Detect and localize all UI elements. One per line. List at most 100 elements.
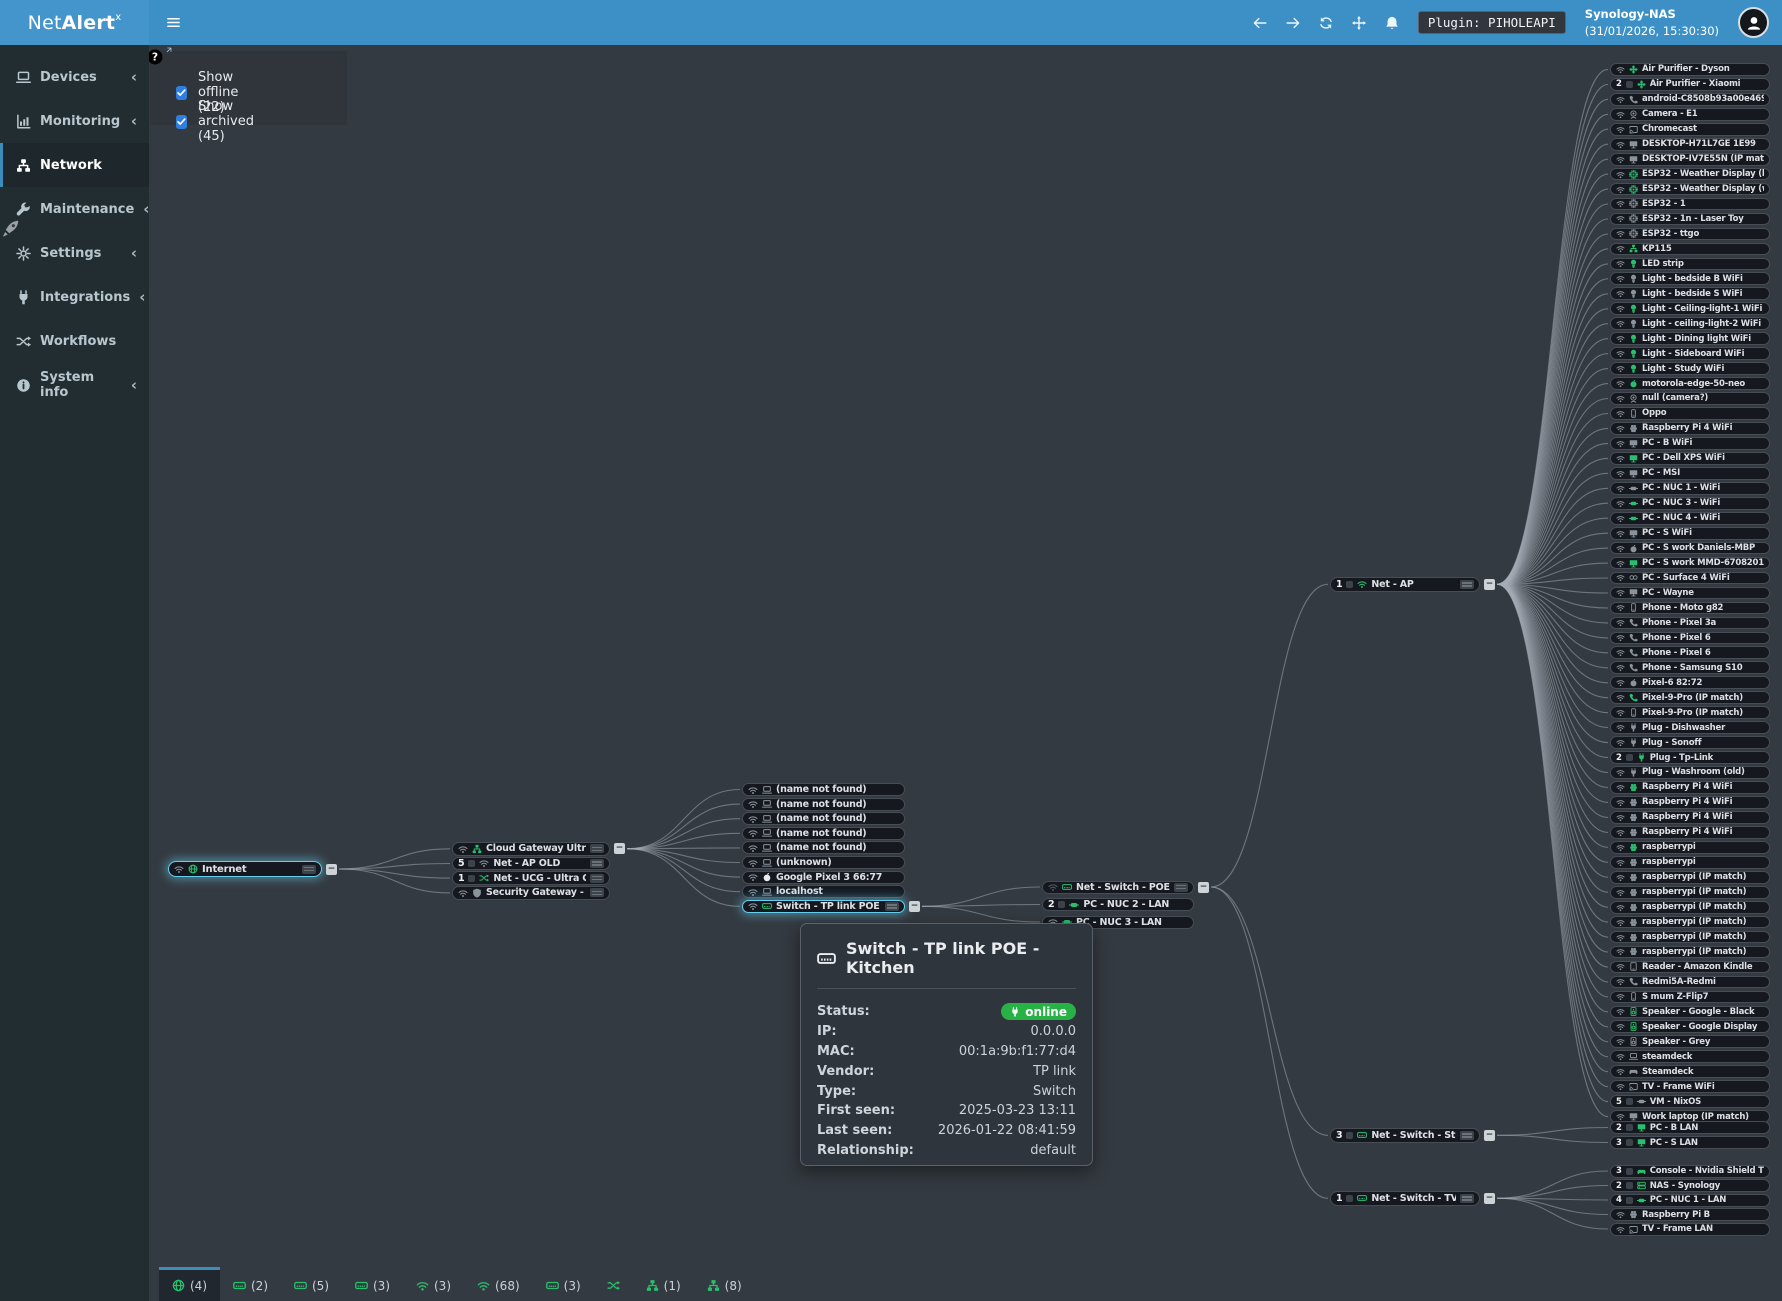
- graph-node[interactable]: (name not found): [742, 812, 905, 826]
- graph-node[interactable]: raspberrypi (IP match): [1610, 900, 1770, 914]
- sidebar-item-integrations[interactable]: Integrations ‹: [0, 275, 149, 319]
- arrow-right-button[interactable]: [1286, 16, 1300, 30]
- graph-node[interactable]: Phone - Pixel 3a: [1610, 616, 1770, 630]
- graph-node[interactable]: (name not found): [742, 841, 905, 855]
- sidebar-item-maintenance[interactable]: Maintenance ‹: [0, 187, 149, 231]
- sidebar-toggle-button[interactable]: [166, 15, 181, 30]
- graph-node[interactable]: Light - Sideboard WiFi: [1610, 347, 1770, 360]
- graph-node[interactable]: Phone - Samsung S10: [1610, 661, 1770, 675]
- graph-node[interactable]: 4 PC - NUC 1 - LAN: [1610, 1193, 1770, 1207]
- filter-checkbox-show-offline[interactable]: Show offline (22): [176, 70, 241, 115]
- move-button[interactable]: [1351, 15, 1366, 30]
- graph-node[interactable]: null (camera?): [1610, 392, 1770, 405]
- network-tab-7[interactable]: [594, 1267, 633, 1301]
- graph-node[interactable]: TV - Frame LAN: [1610, 1222, 1770, 1236]
- graph-node[interactable]: Pixel-9-Pro (IP match): [1610, 691, 1770, 705]
- graph-node[interactable]: Cloud Gateway Ultra: [452, 842, 610, 856]
- graph-node[interactable]: ESP32 - ttgo: [1610, 227, 1770, 241]
- graph-node[interactable]: S mum Z-Flip7: [1610, 990, 1770, 1004]
- network-tab-5[interactable]: (68): [464, 1267, 533, 1301]
- graph-node[interactable]: 2 Plug - Tp-Link: [1610, 751, 1770, 764]
- filter-checkbox-show-archived[interactable]: Show archived (45): [176, 99, 257, 144]
- graph-node[interactable]: Phone - Moto g82: [1610, 601, 1770, 615]
- graph-node[interactable]: Raspberry Pi 4 WiFi: [1610, 422, 1770, 435]
- graph-node[interactable]: PC - NUC 3 - WiFi: [1610, 496, 1770, 510]
- graph-node[interactable]: Redmi5A-Redmi: [1610, 975, 1770, 989]
- graph-node[interactable]: 1 Net - Switch - TV: [1330, 1191, 1480, 1206]
- network-tab-2[interactable]: (5): [281, 1267, 342, 1301]
- graph-node[interactable]: Light - ceiling-light-2 WiFi: [1610, 317, 1770, 331]
- graph-node[interactable]: DESKTOP-IV7E55N (IP match): [1610, 152, 1770, 166]
- graph-node[interactable]: PC - S work Daniels-MBP: [1610, 541, 1770, 555]
- sidebar-item-monitoring[interactable]: Monitoring ‹: [0, 99, 149, 143]
- graph-node[interactable]: 2 PC - NUC 2 - LAN: [1042, 898, 1194, 911]
- graph-node[interactable]: 5 VM - NixOS: [1610, 1095, 1770, 1108]
- graph-node[interactable]: Speaker - Google Display: [1610, 1020, 1770, 1034]
- network-tab-4[interactable]: (3): [403, 1267, 464, 1301]
- graph-node[interactable]: Light - Dining light WiFi: [1610, 332, 1770, 346]
- refresh-button[interactable]: [1319, 16, 1333, 30]
- graph-node[interactable]: Net - Switch - POE: [1042, 880, 1194, 894]
- collapse-node-button[interactable]: −: [326, 863, 337, 875]
- graph-node[interactable]: Raspberry Pi B: [1610, 1208, 1770, 1221]
- graph-node[interactable]: steamdeck: [1610, 1050, 1770, 1064]
- graph-node[interactable]: Chromecast: [1610, 122, 1770, 136]
- graph-node[interactable]: (name not found): [742, 826, 905, 840]
- sidebar-item-workflows[interactable]: Workflows: [0, 319, 149, 363]
- graph-node[interactable]: (unknown): [742, 856, 905, 869]
- collapse-node-button[interactable]: −: [1484, 1129, 1495, 1141]
- checkbox-checked-icon[interactable]: [176, 85, 187, 100]
- graph-node[interactable]: ESP32 - 1n - Laser Toy: [1610, 212, 1770, 226]
- graph-node[interactable]: Plug - Sonoff: [1610, 736, 1770, 749]
- graph-node[interactable]: 2 PC - B LAN: [1610, 1121, 1770, 1134]
- app-logo[interactable]: Net Alert x: [0, 0, 149, 45]
- graph-node[interactable]: localhost: [742, 885, 905, 899]
- graph-node[interactable]: raspberrypi: [1610, 855, 1770, 869]
- graph-node[interactable]: motorola-edge-50-neo: [1610, 377, 1770, 390]
- graph-node[interactable]: 3 Console - Nvidia Shield TV: [1610, 1164, 1770, 1178]
- graph-node[interactable]: Speaker - Google - Black: [1610, 1005, 1770, 1019]
- graph-node[interactable]: Switch - TP link POE - Kitchen: [742, 899, 905, 913]
- graph-node[interactable]: 2 Air Purifier - Xiaomi: [1610, 78, 1770, 91]
- graph-node[interactable]: Plug - Dishwasher: [1610, 721, 1770, 734]
- graph-node[interactable]: Light - bedside S WiFi: [1610, 287, 1770, 301]
- graph-node[interactable]: Phone - Pixel 6: [1610, 646, 1770, 660]
- graph-node[interactable]: raspberrypi (IP match): [1610, 930, 1770, 944]
- sidebar-item-devices[interactable]: Devices ‹: [0, 55, 149, 99]
- graph-node[interactable]: (name not found): [742, 797, 905, 811]
- sidebar-item-system-info[interactable]: System info ‹: [0, 363, 149, 407]
- network-tab-6[interactable]: (3): [533, 1267, 594, 1301]
- graph-node[interactable]: PC - Surface 4 WiFi: [1610, 571, 1770, 585]
- graph-node[interactable]: PC - NUC 4 - WiFi: [1610, 511, 1770, 525]
- user-avatar[interactable]: [1738, 7, 1769, 38]
- graph-node[interactable]: ESP32 - Weather Display (w...: [1610, 182, 1770, 196]
- graph-node[interactable]: android-C8508b93a00e4690: [1610, 92, 1770, 106]
- graph-node[interactable]: Raspberry Pi 4 WiFi: [1610, 811, 1770, 824]
- graph-node[interactable]: PC - S work MMD-67082015...: [1610, 556, 1770, 570]
- sidebar-item-network[interactable]: Network: [0, 143, 149, 187]
- help-button[interactable]: ?: [147, 47, 172, 65]
- graph-node[interactable]: Google Pixel 3 66:77: [742, 870, 905, 884]
- collapse-node-button[interactable]: −: [1198, 881, 1209, 893]
- graph-node[interactable]: PC - Wayne: [1610, 586, 1770, 600]
- graph-node[interactable]: KP115: [1610, 242, 1770, 256]
- graph-node[interactable]: PC - NUC 1 - WiFi: [1610, 481, 1770, 495]
- graph-node[interactable]: Light - Ceiling-light-1 WiFi: [1610, 302, 1770, 316]
- graph-node[interactable]: raspberrypi (IP match): [1610, 915, 1770, 929]
- rocket-icon[interactable]: [1, 219, 20, 238]
- graph-node[interactable]: 1 Net - UCG - Ultra Gateway: [452, 871, 610, 885]
- graph-node[interactable]: Raspberry Pi 4 WiFi: [1610, 781, 1770, 794]
- collapse-node-button[interactable]: −: [614, 843, 625, 855]
- network-tab-8[interactable]: (1): [633, 1267, 694, 1301]
- graph-node[interactable]: Light - bedside B WiFi: [1610, 272, 1770, 286]
- graph-node[interactable]: 3 Net - Switch - Study: [1330, 1128, 1480, 1143]
- graph-node[interactable]: Oppo: [1610, 407, 1770, 420]
- network-tab-3[interactable]: (3): [342, 1267, 403, 1301]
- network-tab-1[interactable]: (2): [220, 1267, 281, 1301]
- graph-node[interactable]: ESP32 - Weather Display (bl...: [1610, 167, 1770, 181]
- graph-node[interactable]: DESKTOP-H71L7GE 1E99: [1610, 137, 1770, 151]
- graph-node[interactable]: Raspberry Pi 4 WiFi: [1610, 826, 1770, 839]
- sidebar-item-settings[interactable]: Settings ‹: [0, 231, 149, 275]
- graph-node[interactable]: Steamdeck: [1610, 1065, 1770, 1079]
- graph-node[interactable]: Pixel-6 82:72: [1610, 676, 1770, 690]
